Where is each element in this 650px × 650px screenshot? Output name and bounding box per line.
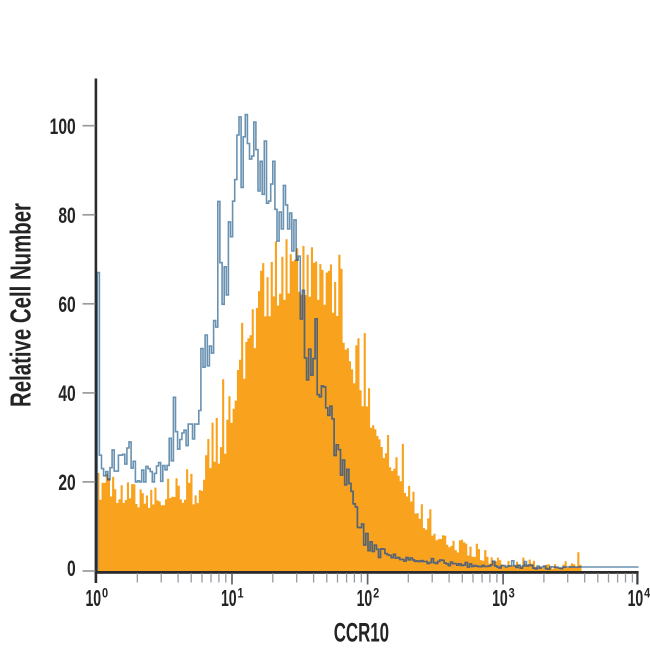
svg-text:80: 80 (58, 203, 75, 229)
svg-text:10: 10 (628, 587, 644, 612)
svg-text:10: 10 (221, 587, 237, 612)
svg-text:0: 0 (67, 556, 76, 582)
svg-text:Relative Cell Number: Relative Cell Number (6, 203, 37, 407)
svg-text:60: 60 (58, 292, 75, 318)
svg-text:100: 100 (50, 114, 76, 140)
svg-text:1: 1 (238, 585, 244, 600)
svg-text:10: 10 (492, 587, 508, 612)
svg-text:CCR10: CCR10 (334, 617, 389, 647)
svg-text:20: 20 (58, 470, 75, 496)
svg-text:10: 10 (357, 587, 373, 612)
svg-text:40: 40 (58, 381, 75, 407)
svg-text:4: 4 (644, 585, 650, 600)
svg-text:3: 3 (509, 585, 515, 600)
svg-text:0: 0 (102, 585, 108, 600)
svg-text:2: 2 (373, 585, 379, 600)
svg-text:10: 10 (85, 587, 101, 612)
